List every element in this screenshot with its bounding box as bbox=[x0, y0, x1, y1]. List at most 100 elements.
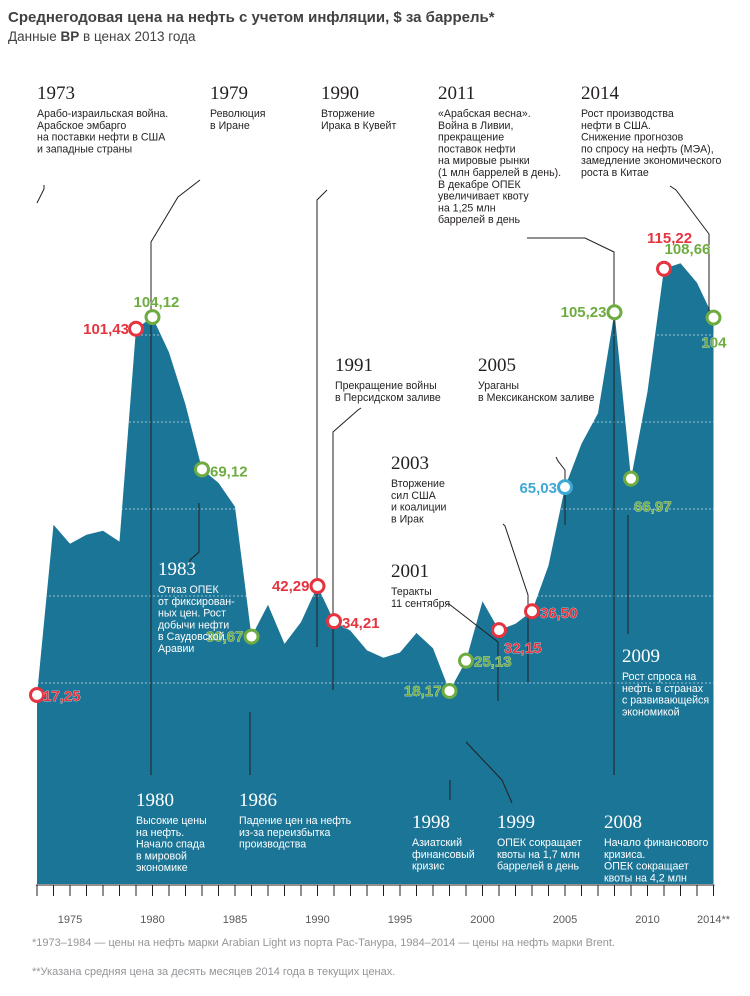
event-text-1983: ных цен. Рост bbox=[158, 608, 226, 620]
value-label-2003: 36,50 bbox=[540, 605, 578, 622]
marker-1998 bbox=[441, 682, 458, 699]
leader-line bbox=[316, 189, 328, 647]
event-text-1973: на поставки нефти в США bbox=[37, 132, 166, 144]
event-text-2009: нефть в странах bbox=[622, 683, 704, 695]
event-text-1986: производства bbox=[239, 839, 306, 851]
event-text-2011: на 1,25 млн bbox=[438, 202, 496, 214]
marker-1983 bbox=[194, 461, 210, 478]
event-text-2001: Теракты bbox=[391, 586, 432, 598]
event-text-1979: Революция bbox=[210, 108, 266, 120]
event-text-2001: 11 сентября bbox=[391, 598, 450, 610]
price-area bbox=[37, 263, 714, 884]
value-label-1991: 34,21 bbox=[342, 615, 380, 632]
subtitle-source: BP bbox=[60, 29, 80, 44]
x-tick-label: 1975 bbox=[58, 914, 82, 926]
leader-line bbox=[150, 179, 201, 312]
event-text-2008: кризиса. bbox=[604, 849, 645, 861]
value-label-2012: 108,66 bbox=[665, 241, 711, 258]
marker-1991 bbox=[326, 613, 342, 630]
marker-2014 bbox=[705, 309, 722, 326]
value-label-1998: 18,17 bbox=[404, 683, 442, 700]
event-year-2003: 2003 bbox=[391, 453, 429, 474]
marker-2005 bbox=[557, 479, 573, 496]
event-text-2009: Рост спроса на bbox=[622, 671, 696, 683]
marker-2011 bbox=[656, 260, 672, 277]
event-text-2011: Война в Ливии, bbox=[438, 120, 513, 132]
leader-line bbox=[555, 456, 566, 525]
value-label-1980: 104,12 bbox=[134, 294, 180, 311]
event-text-2011: (1 млн баррелей в день). bbox=[438, 167, 561, 179]
event-text-2011: прекращение bbox=[438, 132, 504, 144]
event-text-2009: экономикой bbox=[622, 706, 680, 718]
x-tick-label: 2014** bbox=[697, 914, 731, 926]
event-year-1991: 1991 bbox=[335, 355, 373, 376]
event-year-1973: 1973 bbox=[37, 83, 75, 104]
event-text-2011: баррелей в день bbox=[438, 214, 520, 226]
x-tick-label: 2010 bbox=[635, 914, 659, 926]
value-label-2009: 66,97 bbox=[634, 499, 672, 516]
event-text-1980: экономике bbox=[136, 862, 188, 874]
event-text-2003: в Ирак bbox=[391, 513, 424, 525]
event-text-1980: в мировой bbox=[136, 850, 187, 862]
event-text-1990: Ирака в Кувейт bbox=[321, 120, 396, 132]
event-year-1986: 1986 bbox=[239, 790, 277, 811]
subtitle-post: в ценах 2013 года bbox=[79, 29, 196, 44]
event-text-2008: квоты на 4,2 млн bbox=[604, 872, 687, 884]
event-year-1990: 1990 bbox=[321, 83, 359, 104]
leader-line bbox=[502, 523, 529, 682]
leader-line bbox=[189, 503, 200, 564]
event-text-1986: из-за переизбытка bbox=[239, 827, 330, 839]
value-label-1990: 42,29 bbox=[272, 578, 310, 595]
footnote-2: **Указана средняя цена за десять месяцев… bbox=[32, 966, 396, 978]
event-text-2011: «Арабская весна». bbox=[438, 108, 531, 120]
event-text-1983: в Саудовской bbox=[158, 631, 225, 643]
event-text-1983: Аравии bbox=[158, 643, 194, 655]
marker-1980 bbox=[144, 309, 161, 326]
event-text-1973: Арабское эмбарго bbox=[37, 120, 126, 132]
value-label-2014: 104 bbox=[702, 335, 728, 352]
event-text-2014: роста в Китае bbox=[581, 167, 649, 179]
value-label-2001: 32,15 bbox=[504, 640, 542, 657]
leader-line bbox=[527, 237, 615, 307]
marker-1979 bbox=[128, 320, 144, 337]
x-tick-label: 1980 bbox=[140, 914, 164, 926]
event-text-1998: финансовый bbox=[412, 849, 475, 861]
event-text-1980: Высокие цены bbox=[136, 815, 207, 827]
event-text-2003: сил США bbox=[391, 490, 437, 502]
event-text-1983: добычи нефти bbox=[158, 619, 229, 631]
event-text-1999: ОПЕК сокращает bbox=[497, 837, 582, 849]
event-text-2014: Рост производства bbox=[581, 108, 674, 120]
x-tick-label: 1990 bbox=[305, 914, 329, 926]
leader-line bbox=[36, 185, 45, 204]
event-text-2005: в Мексиканском заливе bbox=[478, 392, 595, 404]
marker-1999 bbox=[458, 652, 474, 669]
event-text-1983: Отказ ОПЕК bbox=[158, 584, 219, 596]
event-text-2014: по спросу на нефть (МЭА), bbox=[581, 143, 714, 155]
value-label-1983: 69,12 bbox=[210, 463, 248, 480]
marker-2001 bbox=[491, 622, 507, 639]
marker-1990 bbox=[309, 578, 326, 595]
event-year-2014: 2014 bbox=[581, 83, 620, 104]
event-text-2003: Вторжение bbox=[391, 478, 445, 490]
event-year-2008: 2008 bbox=[604, 812, 642, 833]
event-text-1986: Падение цен на нефть bbox=[239, 815, 352, 827]
event-text-1999: квоты на 1,7 млн bbox=[497, 849, 580, 861]
event-text-2008: баррелей в день bbox=[604, 884, 686, 896]
value-label-2005: 65,03 bbox=[519, 480, 557, 497]
chart-subtitle: Данные BP в ценах 2013 года bbox=[8, 29, 196, 44]
event-text-2008: ОПЕК сокращает bbox=[604, 861, 689, 873]
event-text-2005: Ураганы bbox=[478, 380, 519, 392]
event-text-2011: поставок нефти bbox=[438, 143, 516, 155]
event-year-2011: 2011 bbox=[438, 83, 475, 104]
event-year-1998: 1998 bbox=[412, 812, 450, 833]
value-label-1979: 101,43 bbox=[83, 321, 129, 338]
event-text-1973: Арабо-израильская война. bbox=[37, 108, 168, 120]
leader-line bbox=[465, 741, 513, 804]
event-year-2009: 2009 bbox=[622, 646, 660, 667]
footnote-1: *1973–1984 — цены на нефть марки Arabian… bbox=[32, 937, 615, 949]
event-text-2014: нефти в США. bbox=[581, 120, 651, 132]
marker-2009 bbox=[623, 470, 639, 487]
chart-title: Среднегодовая цена на нефть с учетом инф… bbox=[8, 9, 495, 26]
event-text-1990: Вторжение bbox=[321, 108, 375, 120]
